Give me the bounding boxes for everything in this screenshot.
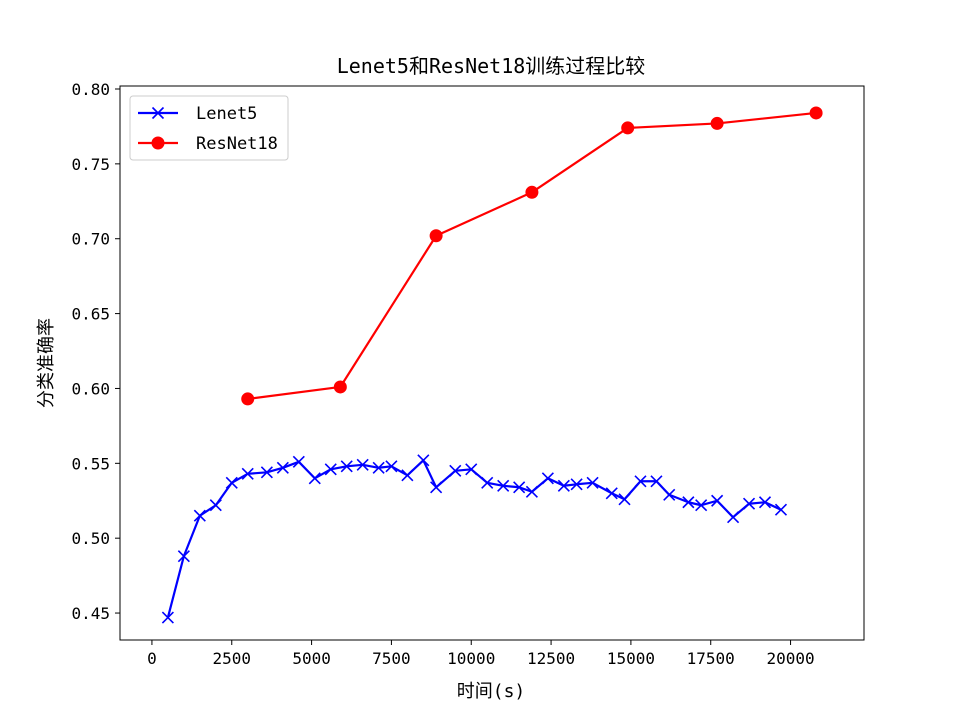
data-point: [570, 478, 583, 491]
x-tick-label: 12500: [527, 649, 575, 668]
data-point: [292, 455, 305, 468]
data-point: [513, 481, 526, 494]
legend-label: Lenet5: [196, 104, 257, 124]
data-point: [525, 485, 538, 498]
data-point: [634, 475, 647, 488]
data-point: [417, 454, 430, 467]
y-tick-label: 0.45: [71, 604, 110, 623]
data-point: [372, 461, 385, 474]
x-axis-label: 时间(s): [457, 681, 526, 702]
data-point: [650, 475, 663, 488]
data-point: [161, 611, 174, 624]
y-tick-label: 0.55: [71, 454, 110, 473]
data-point: [605, 487, 618, 500]
x-tick-label: 7500: [372, 649, 411, 668]
data-point: [758, 496, 772, 509]
data-point: [209, 499, 222, 512]
x-tick-label: 0: [147, 649, 157, 668]
legend-label: ResNet18: [196, 134, 278, 154]
data-point: [727, 511, 740, 524]
data-point: [621, 121, 635, 135]
data-point: [430, 481, 443, 494]
data-point: [225, 476, 238, 489]
x-tick-label: 15000: [607, 649, 655, 668]
data-point: [276, 461, 289, 474]
data-point: [340, 460, 353, 473]
legend-entry: Lenet5: [138, 104, 257, 124]
legend-entry: ResNet18: [138, 134, 278, 154]
data-point: [541, 472, 554, 485]
data-point: [429, 229, 443, 243]
data-point: [809, 106, 823, 120]
data-point: [465, 463, 478, 476]
x-tick-label: 17500: [687, 649, 735, 668]
series-resnet18: [241, 106, 823, 406]
data-point: [385, 460, 398, 473]
series-layer: [161, 106, 823, 624]
data-point: [241, 392, 255, 406]
y-axis-label: 分类准确率: [36, 318, 57, 408]
series-line: [166, 459, 782, 618]
legend-marker: [151, 136, 165, 150]
data-point: [618, 493, 631, 506]
data-point: [663, 488, 676, 501]
data-point: [742, 497, 756, 510]
data-point: [193, 509, 206, 522]
data-point: [586, 476, 599, 489]
x-axis: 0 2500 5000 7500 10000 12500 15000 17500 20000: [147, 640, 815, 668]
data-point: [682, 496, 695, 509]
chart-title: Lenet5和ResNet18训练过程比较: [337, 54, 646, 78]
y-tick-label: 0.50: [71, 529, 110, 548]
x-tick-label: 2500: [212, 649, 251, 668]
data-point: [557, 479, 570, 492]
data-point: [401, 469, 414, 482]
data-point: [711, 494, 724, 507]
y-tick-label: 0.75: [71, 155, 110, 174]
data-point: [333, 380, 347, 394]
data-point: [481, 476, 494, 489]
data-point: [449, 464, 462, 477]
x-tick-label: 5000: [292, 649, 331, 668]
data-point: [497, 479, 510, 492]
data-point: [695, 499, 708, 512]
data-point: [525, 185, 539, 199]
data-point: [308, 472, 321, 485]
data-point: [710, 116, 724, 130]
y-tick-label: 0.65: [71, 305, 110, 324]
data-point: [774, 503, 788, 516]
data-point: [324, 463, 337, 476]
legend-marker: [151, 106, 165, 120]
data-point: [241, 467, 254, 480]
legend: Lenet5 ResNet18: [129, 95, 289, 161]
y-tick-label: 0.80: [71, 80, 110, 99]
x-tick-label: 10000: [447, 649, 495, 668]
data-point: [177, 550, 190, 563]
data-point: [260, 466, 273, 479]
series-lenet5: [161, 454, 788, 624]
y-tick-label: 0.60: [71, 379, 110, 398]
y-axis: 0.45 0.50 0.55 0.60 0.65 0.70 0.75 0.80: [71, 80, 120, 623]
plot-area: [119, 85, 865, 641]
y-tick-label: 0.70: [71, 230, 110, 249]
data-point: [356, 458, 369, 471]
x-tick-label: 20000: [766, 649, 814, 668]
